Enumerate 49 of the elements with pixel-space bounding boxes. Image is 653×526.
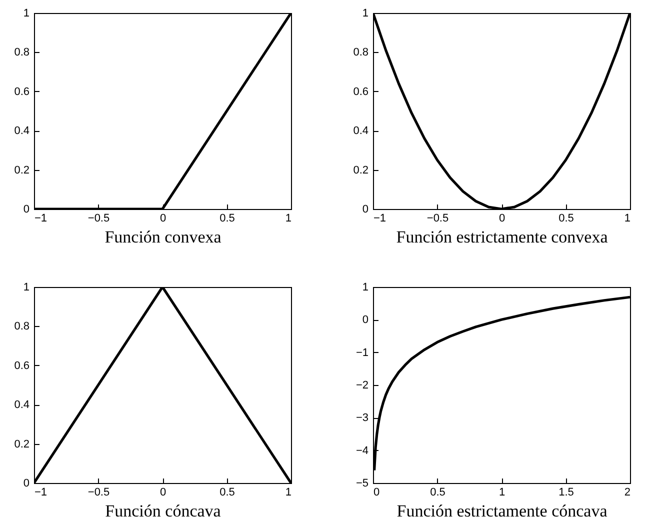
x-tick-label: −1 [374, 212, 386, 224]
x-tick-label: −0.5 [426, 212, 449, 224]
x-tick-label: 1 [285, 486, 292, 498]
y-tick-label: 0.4 [14, 125, 30, 138]
y-tick-label: 1 [23, 8, 30, 20]
y-tick-label: 0.8 [14, 46, 30, 59]
x-tick-label: 1 [285, 212, 292, 224]
x-axis-title: Función convexa [104, 228, 222, 246]
x-tick-label: −1 [34, 212, 48, 224]
x-tick-label: 0.5 [220, 486, 235, 498]
x-tick-label: 0 [160, 212, 166, 224]
y-tick-label: 1 [362, 282, 368, 294]
y-tick-label: 0.6 [14, 360, 30, 372]
y-tick-label: 0.4 [353, 125, 368, 138]
y-tick-label: 1 [362, 8, 368, 20]
x-tick-label: 0.5 [558, 212, 574, 224]
y-tick-label: 0.6 [14, 86, 30, 98]
y-tick-label: 0.8 [353, 46, 368, 59]
x-tick-label: 1 [624, 212, 630, 224]
y-tick-label: 0 [23, 478, 30, 490]
y-tick-label: 1 [23, 282, 30, 294]
y-tick-label: 0 [362, 204, 368, 216]
x-tick-label: 0 [160, 486, 166, 498]
x-tick-label: 2 [624, 486, 630, 498]
y-tick-label: 0.4 [14, 399, 30, 412]
y-tick-label: 0.6 [353, 86, 368, 98]
x-tick-label: 0 [498, 212, 506, 224]
y-tick-label: −1 [356, 346, 368, 359]
x-axis-title: Función cóncava [105, 502, 222, 520]
y-tick-label: −3 [356, 412, 368, 424]
y-tick-label: 0.8 [14, 320, 30, 333]
x-tick-label: −1 [34, 486, 48, 498]
y-tick-label: 0 [23, 204, 30, 216]
y-tick-label: 0 [362, 314, 368, 326]
x-tick-label: 1.5 [558, 486, 574, 498]
x-tick-label: 0.5 [430, 486, 446, 498]
y-tick-label: −5 [356, 478, 368, 490]
y-tick-label: 0.2 [14, 164, 30, 176]
y-tick-label: −2 [356, 380, 368, 392]
x-tick-label: 1 [498, 486, 506, 498]
x-tick-label: 0.5 [220, 212, 235, 224]
x-tick-label: −0.5 [88, 486, 110, 498]
x-tick-label: 0 [374, 486, 380, 498]
x-axis-title: Función estrictamente cóncava [396, 502, 608, 520]
x-axis-title: Función estrictamente convexa [396, 228, 608, 246]
x-tick-label: −0.5 [88, 212, 110, 224]
y-tick-label: 0.2 [14, 438, 30, 450]
y-tick-label: −4 [356, 444, 368, 457]
y-tick-label: 0.2 [353, 164, 368, 176]
